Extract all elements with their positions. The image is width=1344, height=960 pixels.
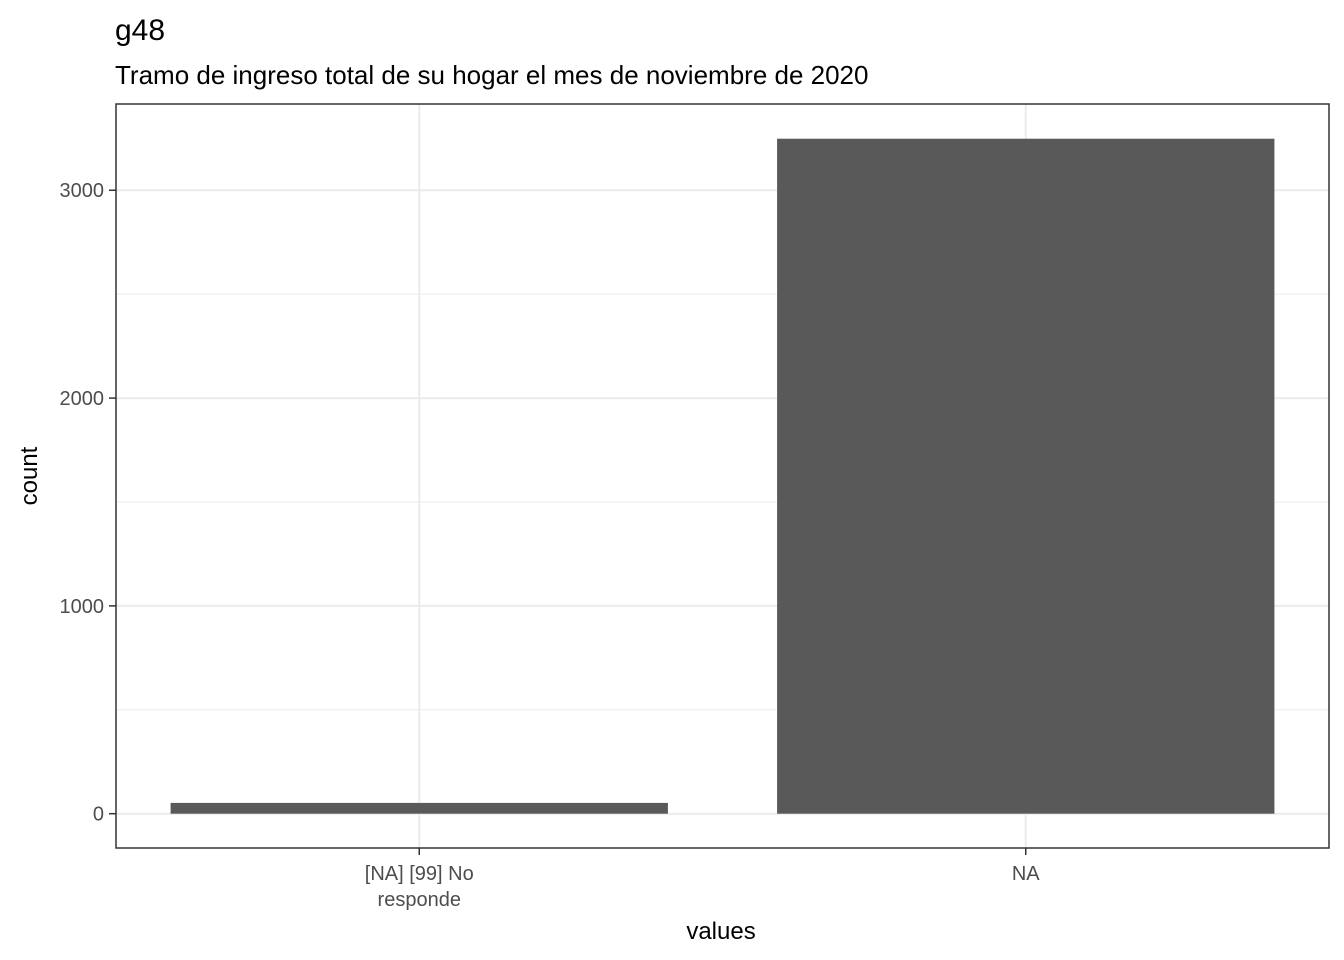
y-tick-label: 2000 [60,388,105,410]
panel-border [115,103,1330,849]
y-tick-label: 3000 [60,180,105,202]
y-axis-title: count [16,446,43,505]
bar [170,802,668,814]
chart-subtitle: Tramo de ingreso total de su hogar el me… [115,60,868,90]
x-tick-label-line: responde [378,889,461,911]
x-tick-label: NA [1012,863,1040,885]
x-tick-label: [NA] [99] No responde [365,863,474,911]
bar [777,138,1275,814]
plot-area: 0 1000 2000 3000 [NA] [99] No responde NA [60,103,1330,911]
x-axis-title: values [686,918,755,945]
x-tick-label-line: NA [1012,863,1040,885]
chart-title: g48 [115,14,165,47]
x-tick-label-line: [NA] [99] No [365,863,474,885]
y-tick-label: 1000 [60,596,105,618]
y-tick-label: 0 [93,804,104,826]
